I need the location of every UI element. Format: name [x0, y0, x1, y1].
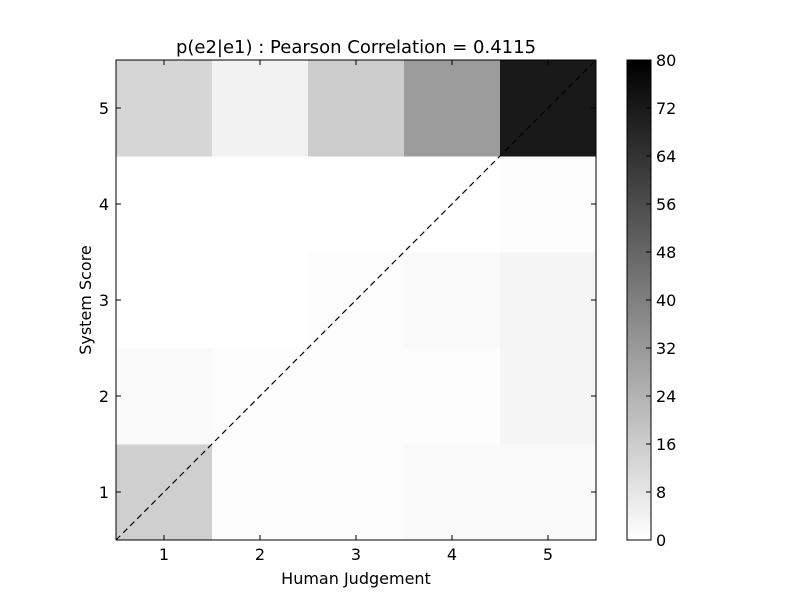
x-axis-ticks: 1 2 3 4 5 [159, 60, 553, 564]
heatmap-cell-x2-y1 [212, 444, 309, 541]
chart-title: p(e2|e1) : Pearson Correlation = 0.4115 [176, 37, 536, 58]
y-tick-label: 4 [99, 195, 109, 214]
colorbar-tick-label: 56 [656, 195, 676, 214]
colorbar-tick-label: 80 [656, 51, 676, 70]
x-tick-label: 2 [255, 545, 265, 564]
heatmap-cell-x1-y5 [116, 60, 213, 157]
colorbar-tick-label: 40 [656, 291, 676, 310]
heatmap-cell-x5-y3 [500, 252, 597, 349]
diagonal-reference-line [115, 59, 597, 541]
y-axis-label: System Score [76, 245, 95, 355]
colorbar-tick-label: 8 [656, 483, 666, 502]
y-axis-ticks: 1 2 3 4 5 [99, 99, 596, 502]
heatmap-cell-x1-y3 [116, 252, 213, 349]
heatmap-cell-x2-y4 [212, 156, 309, 253]
y-tick-label: 3 [99, 291, 109, 310]
colorbar-tick-label: 16 [656, 435, 676, 454]
heatmap-cell-x3-y5 [308, 60, 405, 157]
y-tick-label: 2 [99, 387, 109, 406]
heatmap-cell-x1-y4 [116, 156, 213, 253]
heatmap-cell-x3-y2 [308, 348, 405, 445]
heatmap-cell-x1-y2 [116, 348, 213, 445]
colorbar-tick-label: 24 [656, 387, 676, 406]
x-tick-label: 5 [543, 545, 553, 564]
colorbar-ticks: 0 8 16 24 32 40 48 56 64 72 80 [646, 51, 676, 550]
heatmap-cell-x4-y1 [404, 444, 501, 541]
heatmap-cell-x2-y5 [212, 60, 309, 157]
colorbar-tick-label: 72 [656, 99, 676, 118]
x-axis-label: Human Judgement [281, 569, 431, 588]
heatmap-cell-x2-y3 [212, 252, 309, 349]
colorbar-tick-label: 48 [656, 243, 676, 262]
heatmap-cell-x5-y4 [500, 156, 597, 253]
heatmap-cell-x4-y5 [404, 60, 501, 157]
x-tick-label: 1 [159, 545, 169, 564]
y-tick-label: 1 [99, 483, 109, 502]
heatmap-cell-x4-y3 [404, 252, 501, 349]
colorbar-tick-label: 32 [656, 339, 676, 358]
colorbar-tick-label: 0 [656, 531, 666, 550]
heatmap-cell-x4-y2 [404, 348, 501, 445]
colorbar-tick-label: 64 [656, 147, 676, 166]
heatmap-cells [116, 60, 597, 541]
heatmap-cell-x5-y1 [500, 444, 597, 541]
x-tick-label: 3 [351, 545, 361, 564]
y-tick-label: 5 [99, 99, 109, 118]
x-tick-label: 4 [447, 545, 457, 564]
heatmap-cell-x3-y4 [308, 156, 405, 253]
heatmap-cell-x3-y1 [308, 444, 405, 541]
heatmap-cell-x5-y2 [500, 348, 597, 445]
